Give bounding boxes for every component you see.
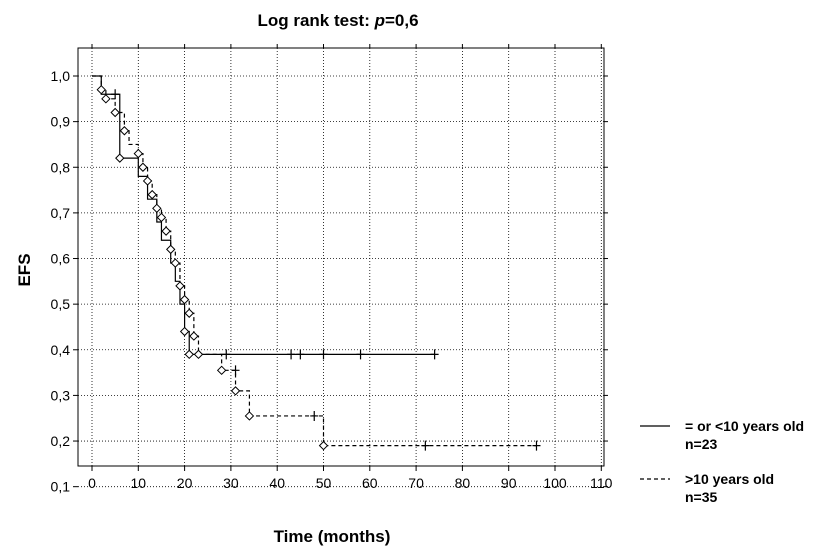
x-tick-label: 10 [131,475,147,491]
chart-title: Log rank test: p=0,6 [257,11,418,30]
y-axis-label: EFS [15,253,34,286]
censor-marker [532,440,541,451]
event-marker [184,308,194,318]
event-marker [142,176,153,186]
event-marker [166,244,176,255]
x-axis: 0 10 20 30 40 50 60 70 80 90 100 110 [88,44,613,491]
x-tick-label: 110 [590,475,613,491]
plot-frame [77,47,605,467]
event-marker [175,281,185,291]
event-marker [170,258,181,268]
x-tick-label: 100 [543,475,567,491]
censor-marker [287,349,296,360]
censor-marker [356,349,365,360]
x-tick-label: 50 [316,475,332,491]
x-tick-label: 90 [501,475,517,491]
censor-marker [231,365,240,376]
event-marker [161,226,171,236]
censor-marker [111,89,120,100]
y-tick-label: 1,0 [51,68,71,84]
event-marker [156,212,167,223]
y-tick-label: 0,5 [51,296,71,312]
y-tick-label: 0,1 [51,479,71,495]
x-tick-label: 40 [269,475,285,491]
y-tick-label: 0,6 [51,251,71,267]
censor-marker [310,410,319,421]
event-marker [318,440,329,451]
x-axis-label: Time (months) [274,527,391,546]
censor-marker [319,349,328,360]
legend-n-series-2: n=35 [685,489,718,505]
censor-marker [421,440,430,451]
y-tick-label: 0,4 [51,342,71,358]
legend: = or <10 years old n=23 >10 years old n=… [640,418,804,505]
grid [78,48,604,488]
legend-label-series-2: >10 years old [685,471,774,487]
event-marker [193,349,204,360]
y-tick-label: 0,9 [51,114,71,130]
event-marker [216,365,227,376]
event-marker [96,84,106,95]
x-tick-label: 80 [455,475,471,491]
legend-label-series-1: = or <10 years old [685,418,804,434]
event-marker [184,349,194,360]
event-marker [179,326,190,337]
x-tick-label: 70 [408,475,424,491]
event-marker [189,331,199,341]
event-marker [147,189,157,200]
event-marker [179,294,190,305]
y-axis: 0,1 0,2 0,3 0,4 0,5 0,6 0,7 0,8 0,9 1,0 [51,68,608,495]
y-tick-label: 0,7 [51,205,71,221]
legend-n-series-1: n=23 [685,436,718,452]
event-marker [133,148,144,159]
event-marker [115,153,125,163]
event-marker [110,107,120,118]
x-tick-label: 20 [177,475,193,491]
y-tick-label: 0,2 [51,433,71,449]
event-marker [152,203,162,214]
event-marker [230,386,241,396]
x-tick-label: 30 [223,475,239,491]
x-tick-label: 0 [88,475,96,491]
event-marker [138,162,148,172]
event-marker [244,411,255,421]
y-tick-label: 0,8 [51,159,71,175]
event-marker [119,126,130,136]
km-curve-series-2 [92,75,537,447]
censor-marker [222,349,231,360]
km-curve-series-1 [92,75,435,355]
series-layer [92,75,541,451]
censor-marker [296,349,305,360]
x-tick-label: 60 [362,475,378,491]
y-tick-label: 0,3 [51,387,71,403]
censor-marker [430,349,439,360]
event-marker [101,94,111,104]
